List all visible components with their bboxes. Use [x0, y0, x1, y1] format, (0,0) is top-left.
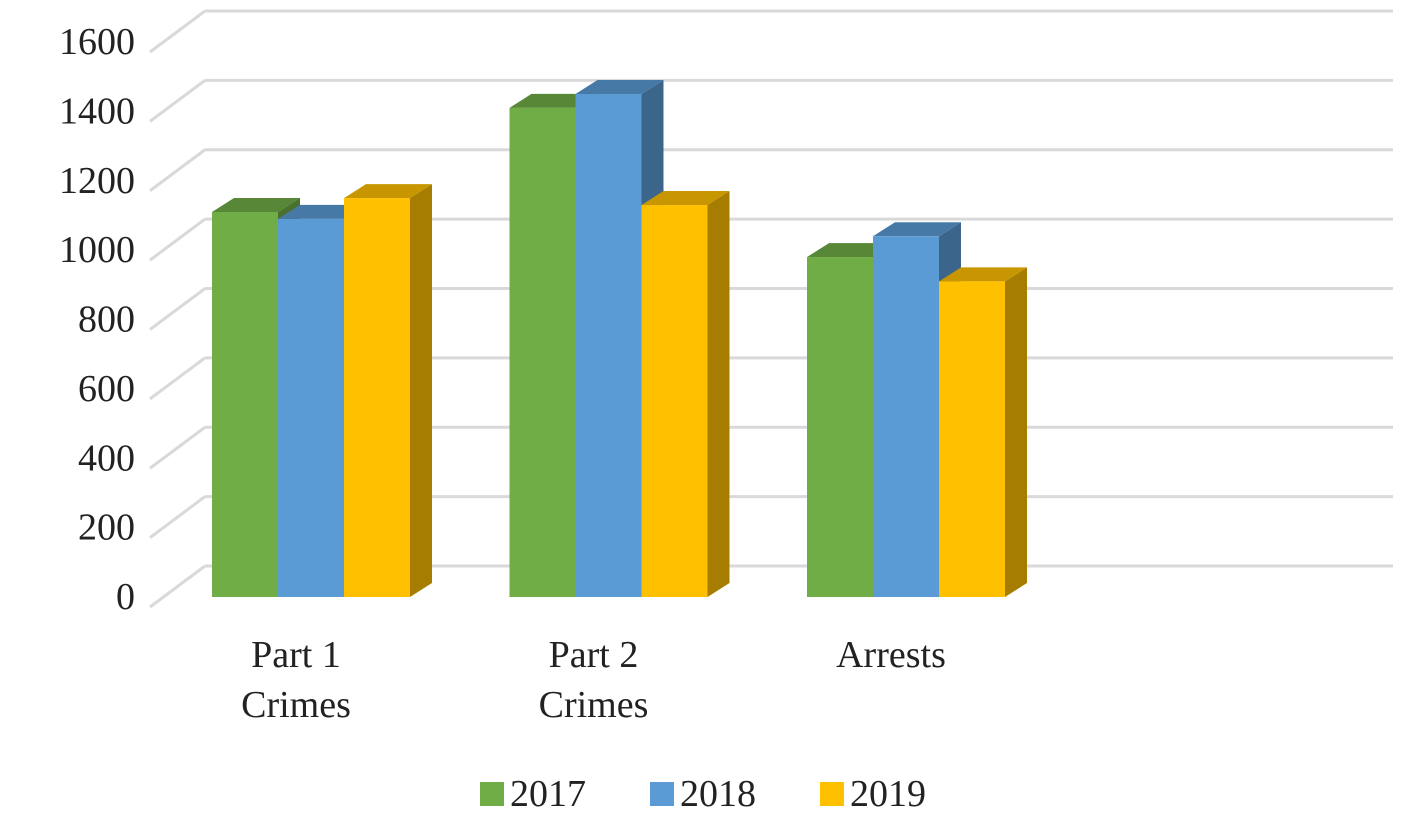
bar-top	[575, 80, 664, 95]
bar-top	[344, 184, 432, 199]
y-tick-label: 200	[78, 507, 135, 549]
grid-diagonal	[149, 495, 206, 539]
bar	[575, 94, 642, 597]
bar	[939, 281, 1005, 597]
y-tick-label: 800	[78, 299, 135, 341]
legend-label: 2018	[680, 773, 756, 815]
legend-label: 2017	[510, 773, 586, 815]
bar-top	[873, 222, 961, 237]
x-tick-label: Arrests	[836, 634, 946, 676]
y-tick-label: 0	[116, 576, 135, 618]
legend-swatch	[650, 782, 674, 806]
bar	[278, 218, 344, 597]
y-tick-label: 1400	[59, 90, 135, 132]
y-tick-label: 600	[78, 368, 135, 410]
bar-side	[1005, 267, 1027, 597]
grid-diagonal	[149, 287, 206, 331]
bar	[873, 236, 939, 597]
grid-diagonal	[149, 148, 206, 192]
legend-label: 2019	[850, 773, 926, 815]
bar-top	[641, 191, 730, 206]
bar	[641, 205, 708, 597]
y-tick-label: 400	[78, 437, 135, 479]
bar-side	[410, 184, 432, 597]
bar-side	[707, 191, 730, 597]
grid-diagonal	[149, 356, 206, 401]
grid-diagonal	[149, 217, 206, 262]
grid-diagonal	[149, 564, 206, 609]
grid-diagonal	[149, 9, 206, 54]
bar	[509, 107, 576, 597]
bar-top	[212, 197, 300, 212]
x-tick-label: Part 2 Crimes	[538, 634, 649, 726]
bar-top	[939, 267, 1027, 282]
legend-swatch	[820, 782, 844, 806]
bar	[212, 211, 278, 597]
y-tick-label: 1200	[59, 160, 135, 202]
y-tick-label: 1000	[59, 229, 135, 271]
grid-diagonal	[149, 79, 206, 123]
y-tick-label: 1600	[59, 21, 135, 63]
legend-swatch	[480, 782, 504, 806]
grid-diagonal	[149, 426, 206, 470]
x-tick-label: Part 1 Crimes	[241, 634, 351, 726]
bar	[807, 257, 873, 597]
bar	[344, 198, 410, 597]
